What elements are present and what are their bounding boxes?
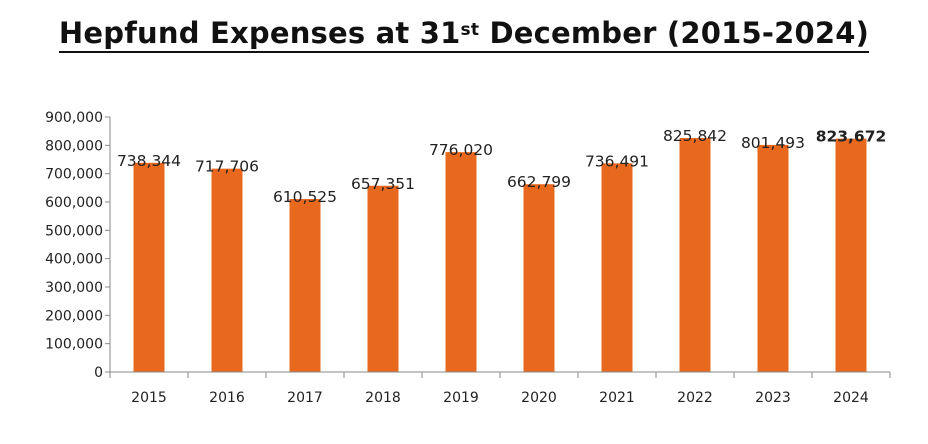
x-tick-label-2015: 2015 <box>131 390 167 406</box>
x-axis-ticks <box>109 372 891 378</box>
y-tick-label: 700,000 <box>45 167 103 183</box>
data-label-2019: 776,020 <box>429 141 493 159</box>
data-label-2021: 736,491 <box>585 152 649 170</box>
data-label-2015: 738,344 <box>117 152 181 170</box>
bar-2023 <box>757 144 789 372</box>
data-label-2017: 610,525 <box>273 188 337 206</box>
bar-2016 <box>211 168 243 372</box>
x-tick-label-2020: 2020 <box>521 390 557 406</box>
data-label-2024: 823,672 <box>816 128 887 146</box>
bar-2019 <box>445 152 477 372</box>
bar-2024 <box>835 138 867 372</box>
bar-2017 <box>289 199 321 372</box>
y-tick-label: 500,000 <box>45 223 103 239</box>
x-tick-label-2017: 2017 <box>287 390 323 406</box>
y-axis-ticks <box>105 116 110 373</box>
bar-2015 <box>133 162 165 372</box>
bars <box>133 138 867 372</box>
y-tick-label: 600,000 <box>45 195 103 211</box>
y-tick-label: 100,000 <box>45 337 103 353</box>
data-label-2023: 801,493 <box>741 134 805 152</box>
chart-title-underlined: Hepfund Expenses at 31st December (2015-… <box>58 16 870 53</box>
x-tick-label-2024: 2024 <box>833 390 869 406</box>
chart-title-superscript: st <box>460 20 480 40</box>
data-label-2016: 717,706 <box>195 158 259 176</box>
y-tick-label: 400,000 <box>45 252 103 268</box>
chart-title: Hepfund Expenses at 31st December (2015-… <box>0 16 928 53</box>
data-label-2020: 662,799 <box>507 173 571 191</box>
y-tick-label: 300,000 <box>45 280 103 296</box>
bar-2018 <box>367 185 399 372</box>
data-label-2018: 657,351 <box>351 175 415 193</box>
data-label-2022: 825,842 <box>663 127 727 145</box>
chart-title-suffix: December (2015-2024) <box>479 16 870 50</box>
x-tick-label-2021: 2021 <box>599 390 635 406</box>
y-tick-label: 800,000 <box>45 138 103 154</box>
y-tick-label: 900,000 <box>45 110 103 126</box>
bar-2021 <box>601 163 633 372</box>
chart-title-prefix: Hepfund Expenses at 31 <box>58 16 461 50</box>
data-labels: 738,344 717,706 610,525 657,351 776,020 662,7… <box>117 127 886 206</box>
x-tick-label-2022: 2022 <box>677 390 713 406</box>
x-tick-label-2018: 2018 <box>365 390 401 406</box>
x-tick-label-2016: 2016 <box>209 390 245 406</box>
y-axis-tick-labels: 0 100,000 200,000 300,000 400,000 500,000 600,… <box>45 110 103 381</box>
bar-2020 <box>523 184 555 372</box>
x-axis-tick-labels: 2015 2016 2017 2018 2019 2020 2021 2022 2023 2024 <box>131 390 869 406</box>
x-tick-label-2023: 2023 <box>755 390 791 406</box>
x-tick-label-2019: 2019 <box>443 390 479 406</box>
bar-2022 <box>679 138 711 372</box>
y-tick-label: 0 <box>94 365 103 381</box>
y-tick-label: 200,000 <box>45 308 103 324</box>
